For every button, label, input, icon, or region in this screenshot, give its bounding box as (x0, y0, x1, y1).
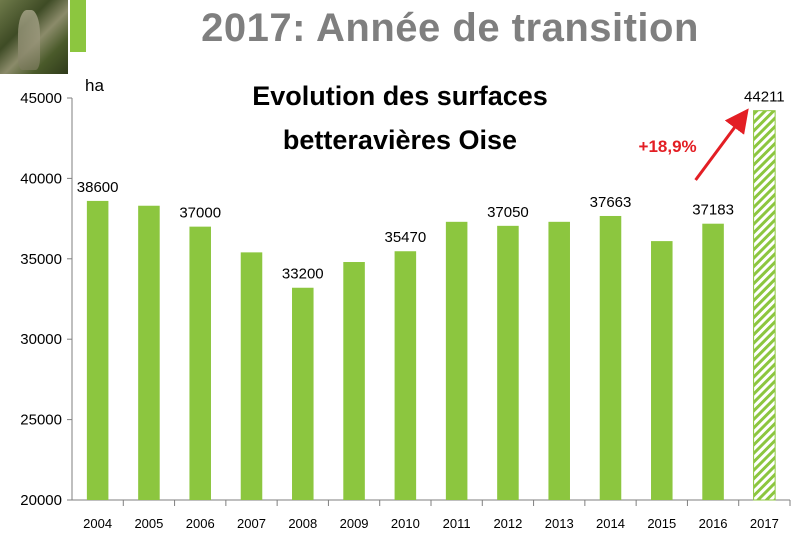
bar-2008 (292, 287, 314, 500)
x-tick-label: 2010 (391, 516, 420, 531)
bar-2013 (548, 221, 570, 501)
bar-2017 (753, 110, 776, 501)
y-tick-label: 30000 (20, 331, 62, 348)
chart-title-line-2: betteravières Oise (282, 125, 518, 155)
slide-title: 2017: Année de transition (201, 6, 699, 50)
bar-2011 (445, 221, 468, 501)
bar-2005 (138, 205, 160, 500)
data-label-2017: 44211 (744, 89, 785, 106)
bar-2007 (240, 252, 263, 500)
x-tick-label: 2014 (596, 516, 625, 531)
accent-bar (70, 0, 86, 52)
x-tick-label: 2016 (699, 516, 728, 531)
data-label-2008: 33200 (282, 266, 324, 283)
data-label-2010: 35470 (384, 229, 426, 246)
bar-2016 (702, 223, 724, 500)
x-tick-label: 2011 (443, 516, 471, 531)
chart-title: Evolution des surfaces betteravières Ois… (200, 74, 600, 162)
x-tick-label: 2006 (186, 516, 215, 531)
bar-2006 (189, 226, 211, 500)
y-axis-unit-label: ha (85, 76, 104, 95)
x-tick-label: 2015 (647, 516, 676, 531)
growth-annotation: +18,9% (639, 137, 697, 156)
x-tick-label: 2017 (750, 516, 779, 531)
x-tick-label: 2008 (288, 516, 317, 531)
y-tick-label: 35000 (20, 251, 62, 268)
x-tick-label: 2004 (83, 516, 112, 531)
data-label-2012: 37050 (487, 204, 529, 221)
data-label-2006: 37000 (179, 205, 221, 222)
growth-arrow (694, 108, 749, 181)
y-tick-label: 20000 (20, 492, 62, 509)
bar-2004 (86, 200, 109, 501)
data-label-2004: 38600 (77, 179, 119, 196)
y-tick-label: 45000 (20, 90, 62, 107)
x-tick-label: 2009 (340, 516, 369, 531)
x-tick-label: 2007 (237, 516, 266, 531)
bar-2014 (599, 215, 622, 501)
bar-2015 (651, 241, 673, 500)
chart-title-line-1: Evolution des surfaces (252, 81, 548, 111)
x-tick-label: 2005 (134, 516, 163, 531)
y-tick-label: 25000 (20, 412, 62, 429)
bar-2009 (343, 262, 365, 500)
data-label-2014: 37663 (590, 194, 632, 211)
beet-photo (0, 0, 68, 74)
bar-2012 (497, 225, 519, 500)
y-tick-label: 40000 (20, 170, 62, 187)
x-tick-label: 2013 (545, 516, 574, 531)
x-tick-label: 2012 (493, 516, 522, 531)
bar-2010 (394, 251, 417, 500)
data-label-2016: 37183 (692, 202, 734, 219)
